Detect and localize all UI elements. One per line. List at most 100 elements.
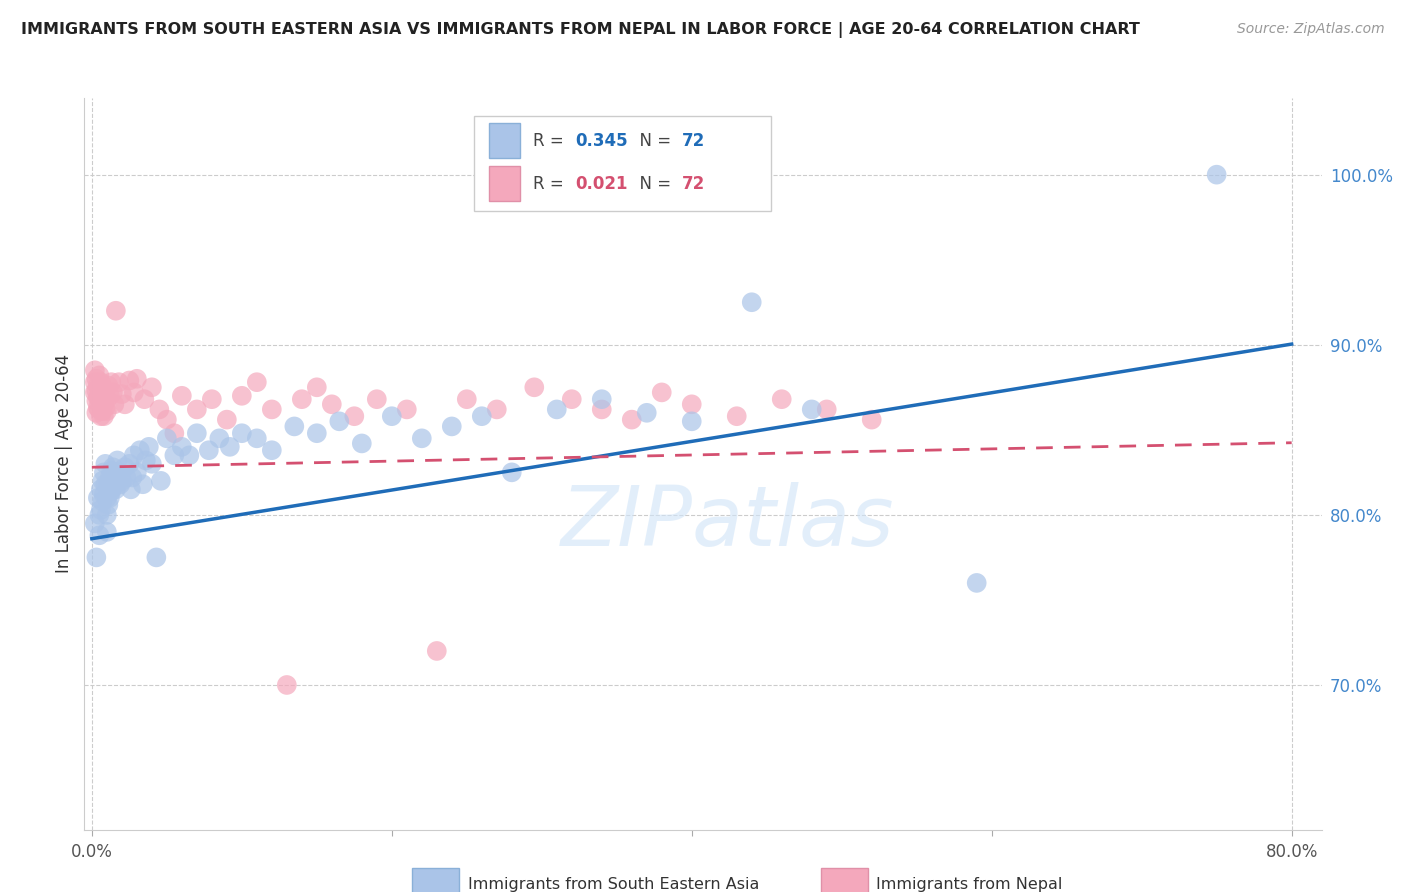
Point [485,402,508,417]
Point [132,477,155,491]
Text: Immigrants from South Eastern Asia: Immigrants from South Eastern Asia [468,877,759,892]
Point [89,402,111,417]
Point [89,528,111,542]
Point [620,412,643,426]
Point [426,644,449,658]
Bar [412,868,460,892]
Point [170,389,193,403]
Point [246,375,269,389]
Point [89,508,111,522]
Point [561,392,583,407]
Point [96,491,118,505]
Point [305,426,328,441]
Point [93,466,115,480]
Text: R =: R = [533,175,569,193]
Bar [489,123,520,158]
Point [141,380,163,394]
Point [83,363,105,377]
Point [163,448,186,462]
Point [198,443,221,458]
Point [89,368,111,383]
Point [89,392,111,407]
Point [860,412,883,426]
Point [186,426,208,441]
Text: 0.345: 0.345 [575,131,628,150]
Point [305,380,328,394]
FancyBboxPatch shape [474,117,770,211]
Point [104,303,127,318]
Point [94,389,117,403]
Point [96,524,118,539]
Point [101,385,124,400]
Point [651,385,673,400]
Point [770,392,793,407]
Point [321,397,343,411]
Text: R =: R = [533,131,569,150]
Point [141,457,163,471]
Point [440,419,463,434]
Point [118,457,141,471]
Point [93,397,115,411]
Point [122,448,145,462]
Point [98,491,121,505]
Point [118,374,141,388]
Point [97,498,120,512]
Point [83,375,105,389]
Point [800,402,823,417]
Point [83,516,105,531]
Point [128,443,150,458]
Point [218,440,240,454]
Point [215,412,238,426]
Point [103,397,125,411]
Point [681,397,703,411]
Point [114,460,136,475]
Text: N =: N = [628,131,676,150]
Point [100,484,122,499]
Point [501,466,523,480]
Point [149,474,172,488]
Point [93,487,115,501]
Point [91,392,114,407]
Text: N =: N = [628,175,676,193]
Point [94,401,117,415]
Point [1205,168,1227,182]
Point [115,470,138,484]
Point [741,295,763,310]
Point [103,472,125,486]
Point [98,470,121,484]
Text: Immigrants from Nepal: Immigrants from Nepal [876,877,1063,892]
Point [104,483,127,497]
Point [96,392,118,407]
Point [381,409,404,424]
Point [105,453,128,467]
Point [523,380,546,394]
Y-axis label: In Labor Force | Age 20-64: In Labor Force | Age 20-64 [55,354,73,574]
Point [100,375,122,389]
Point [636,406,658,420]
Point [122,385,145,400]
Point [471,409,494,424]
Point [260,443,283,458]
Point [148,402,170,417]
Point [90,375,112,389]
Point [343,409,366,424]
Point [86,550,108,565]
Point [97,477,120,491]
Point [90,409,112,424]
Text: 72: 72 [682,131,706,150]
Point [87,391,110,405]
Point [100,464,122,478]
Point [90,483,112,497]
Point [91,494,114,508]
Point [815,402,838,417]
Point [145,550,167,565]
Point [97,378,120,392]
Point [108,375,131,389]
Point [456,392,478,407]
Point [93,385,115,400]
Point [110,477,132,491]
Point [101,460,124,475]
Bar [489,166,520,202]
Point [86,384,108,398]
Point [111,387,134,401]
